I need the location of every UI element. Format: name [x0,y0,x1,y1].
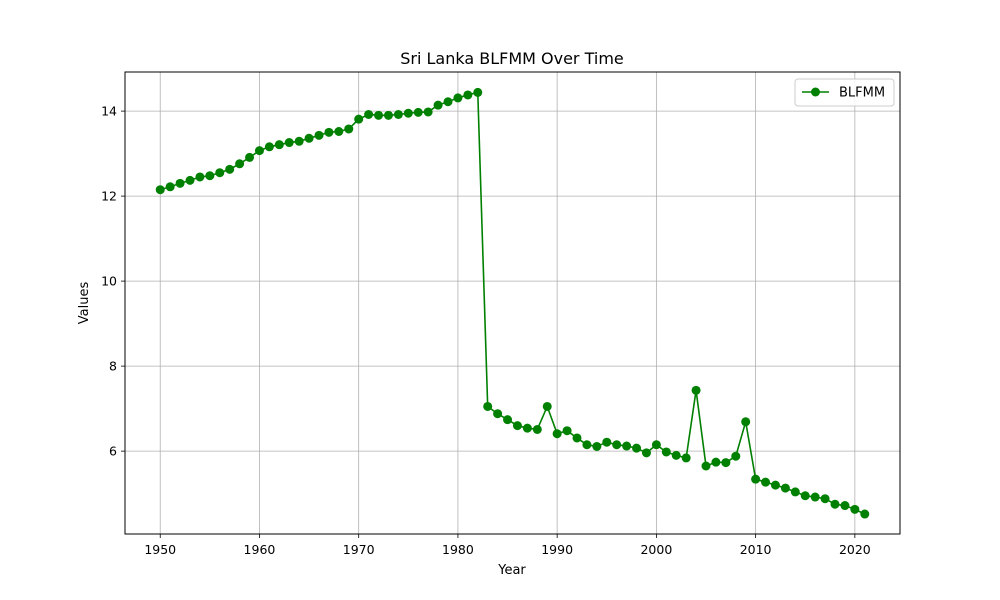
x-axis-label: Year [497,563,526,578]
data-point [344,124,354,134]
data-point [602,437,612,447]
data-point [463,90,473,100]
data-point [512,421,522,431]
legend-label: BLFMM [839,86,885,101]
data-point [383,110,393,120]
data-point [582,440,592,450]
legend-box [794,78,895,107]
data-point [503,415,513,425]
data-point [522,423,532,433]
data-point [850,504,860,514]
legend-marker-swatch [811,87,820,97]
data-point [840,501,850,511]
x-tick-label: 1950 [144,542,176,557]
legend: BLFMM [794,78,895,107]
data-point [284,138,294,148]
y-tick-label: 14 [101,104,117,119]
data-point [711,457,721,467]
data-point [651,440,661,450]
data-point [354,114,364,124]
data-point [195,172,205,182]
data-point [473,87,483,97]
data-point [274,140,284,150]
data-point [324,127,334,137]
data-point [403,108,413,118]
data-point [413,107,423,117]
data-point [830,499,840,509]
y-tick-label: 6 [109,444,117,459]
data-point [701,461,711,471]
data-point [175,178,185,188]
data-point [790,487,800,497]
data-point [264,142,274,152]
y-axis-ticks: 6 8 10 12 14 [101,104,125,459]
data-point [751,474,761,484]
data-point [632,443,642,453]
data-point [364,110,374,119]
data-point [741,417,751,427]
data-point [661,447,671,457]
series-layer [155,87,870,519]
data-point [721,458,731,468]
data-point [185,175,195,185]
data-point [761,477,771,487]
data-point [810,492,820,502]
data-point [245,152,255,162]
x-tick-label: 1990 [541,542,573,557]
data-point [493,409,503,419]
data-point [433,100,443,110]
data-point [314,130,324,140]
data-point [443,97,453,107]
data-point [562,426,572,436]
y-axis-label: Values [77,282,92,325]
y-tick-label: 10 [101,274,117,289]
data-point [800,491,810,501]
data-point [532,424,542,434]
data-point [542,401,552,411]
data-point [820,494,830,504]
data-point [671,450,681,460]
x-tick-label: 1960 [244,542,276,557]
data-point [225,164,235,174]
x-tick-label: 1980 [442,542,474,557]
data-point [641,448,651,458]
data-point [691,385,701,395]
data-point [453,93,463,103]
grid-lines [125,72,900,534]
data-point [860,509,870,519]
data-point [592,441,602,451]
x-tick-label: 2000 [640,542,672,557]
y-tick-label: 8 [109,359,117,374]
data-point [393,110,403,119]
data-point [681,453,691,463]
plot-frame [124,71,901,535]
data-point [483,401,493,411]
data-point [612,440,622,450]
data-point [572,433,582,443]
x-tick-label: 2020 [839,542,871,557]
data-point [235,159,245,169]
data-point [205,171,215,181]
chart-title: Sri Lanka BLFMM Over Time [400,49,624,68]
data-point [423,107,433,117]
data-point [165,182,175,192]
data-point [155,185,165,195]
data-point [254,146,264,156]
data-point [294,136,304,146]
data-point [215,168,225,178]
x-axis-ticks: 1950 1960 1970 1980 1990 2000 2010 2020 [144,534,871,557]
data-point [552,429,562,439]
data-point [304,133,314,143]
y-tick-label: 12 [101,189,117,204]
data-point [622,441,632,451]
x-tick-label: 1970 [343,542,375,557]
data-point [374,110,384,120]
x-tick-label: 2010 [740,542,772,557]
data-point [780,483,790,493]
data-point [334,127,344,136]
data-point [731,451,741,461]
data-point [770,480,780,490]
